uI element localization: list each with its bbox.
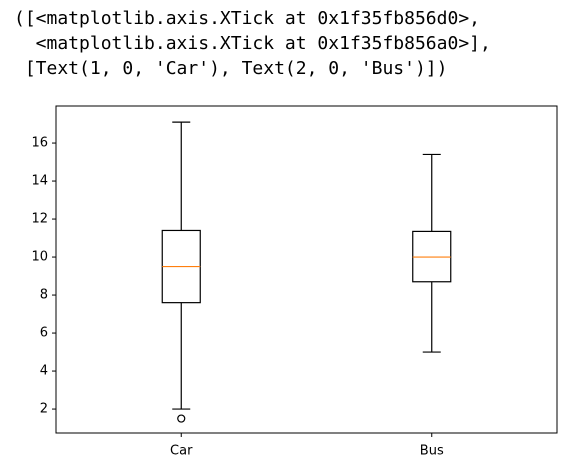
y-tick-label: 2 — [40, 402, 48, 417]
x-tick-label: Car — [170, 444, 193, 459]
output-line: <matplotlib.axis.XTick at 0x1f35fb856a0>… — [14, 33, 491, 54]
y-tick-label: 8 — [40, 288, 48, 303]
plot-frame — [55, 105, 558, 434]
x-tick-label: Bus — [420, 444, 444, 459]
output-line: [Text(1, 0, 'Car'), Text(2, 0, 'Bus')]) — [14, 58, 447, 79]
y-tick-label: 14 — [31, 174, 48, 189]
y-tick-label: 16 — [31, 136, 48, 151]
y-tick-label: 12 — [31, 212, 48, 227]
output-line: ([<matplotlib.axis.XTick at 0x1f35fb856d… — [14, 8, 480, 29]
y-tick-label: 10 — [31, 250, 48, 265]
flier — [177, 414, 186, 423]
y-tick-label: 6 — [40, 326, 48, 341]
y-tick-label: 4 — [40, 364, 48, 379]
